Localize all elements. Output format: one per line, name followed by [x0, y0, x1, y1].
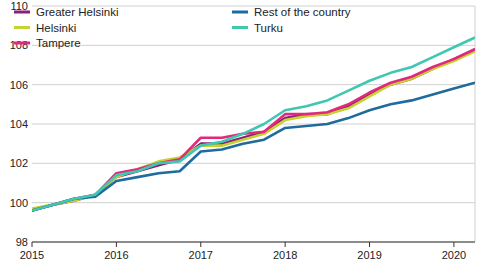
x-tick-label: 2019 — [357, 249, 381, 261]
x-tick-label: 2016 — [104, 249, 128, 261]
x-tick-label: 2018 — [273, 249, 297, 261]
legend-label: Rest of the country — [254, 6, 351, 18]
y-tick-label: 110 — [10, 0, 28, 12]
x-tick — [285, 242, 286, 247]
grid-line — [32, 45, 475, 46]
grid-line — [32, 124, 475, 125]
x-axis-line — [32, 242, 475, 243]
y-tick-label: 100 — [10, 197, 28, 209]
series-line — [32, 37, 475, 210]
grid-line — [32, 163, 475, 164]
y-tick-label: 98 — [16, 236, 28, 248]
x-tick — [32, 242, 33, 247]
legend-swatch — [232, 26, 248, 29]
legend-label: Turku — [254, 22, 283, 34]
y-tick-label: 106 — [10, 79, 28, 91]
x-tick — [116, 242, 117, 247]
chart: 98 100 102 104 106 108 110 2015 2016 2017 2018 2019… — [0, 0, 494, 265]
grid-line — [32, 202, 475, 203]
legend: Greater Helsinki Helsinki Tampere Rest of t… — [14, 6, 351, 49]
x-tick — [200, 242, 201, 247]
y-tick-label: 108 — [10, 39, 28, 51]
legend-swatch — [14, 11, 30, 14]
legend-label: Greater Helsinki — [36, 6, 118, 18]
legend-swatch — [14, 26, 30, 29]
grid-line — [32, 242, 475, 243]
y-tick-label: 102 — [10, 157, 28, 169]
x-tick — [453, 242, 454, 247]
x-tick-label: 2015 — [20, 249, 44, 261]
plot-edge — [475, 6, 476, 242]
x-tick — [369, 242, 370, 247]
legend-label: Tampere — [36, 37, 81, 49]
legend-swatch — [14, 42, 30, 45]
legend-swatch — [232, 11, 248, 14]
series-group — [32, 37, 475, 210]
x-tick-label: 2020 — [442, 249, 466, 261]
y-tick-label: 104 — [10, 118, 28, 130]
x-tick-label: 2017 — [189, 249, 213, 261]
legend-label: Helsinki — [36, 22, 76, 34]
grid-line — [32, 84, 475, 85]
